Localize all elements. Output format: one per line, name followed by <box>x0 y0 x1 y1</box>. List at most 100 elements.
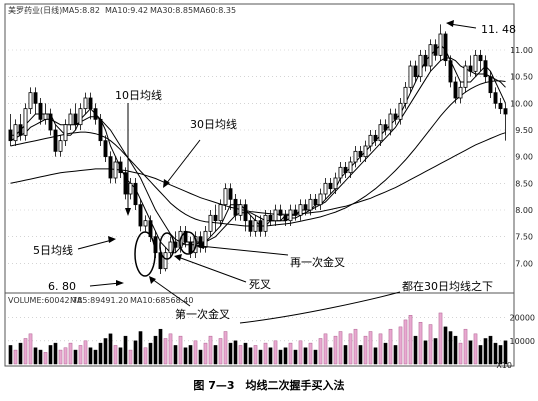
candle-body <box>393 113 398 120</box>
price-tick-label: 11.00 <box>510 46 533 55</box>
volume-bar <box>433 338 438 365</box>
annotation-dead-cross: 死叉 <box>249 278 271 291</box>
volume-bar <box>468 340 473 365</box>
volume-bars <box>8 312 508 365</box>
volume-bar <box>183 347 188 365</box>
candle-body <box>98 118 103 142</box>
volume-bar <box>163 338 168 365</box>
candle-body <box>78 108 83 126</box>
candle-body <box>208 214 213 232</box>
candle-body <box>343 166 348 174</box>
price-tick-label: 10.50 <box>510 73 533 82</box>
volume-bar <box>463 328 468 365</box>
arrowhead-dead-cross <box>174 254 182 261</box>
volume-ma10-legend: MA10:68568.40 <box>130 296 193 305</box>
annotation-ma10: 10日均线 <box>115 88 162 102</box>
ma30-legend: MA30:8.85 <box>150 6 193 15</box>
dead-cross-circle <box>159 232 175 260</box>
volume-bar <box>313 349 318 365</box>
candle-body <box>243 204 248 222</box>
volume-bar <box>288 342 293 365</box>
candle-body <box>38 102 43 120</box>
candle-body <box>53 129 58 152</box>
candle-body <box>8 129 13 142</box>
volume-bar <box>318 338 323 365</box>
volume-bar <box>228 342 233 365</box>
volume-bar <box>388 328 393 365</box>
candle-body <box>258 220 263 232</box>
candle-body <box>263 214 268 232</box>
candle-body <box>123 172 128 195</box>
candle-body <box>203 230 208 248</box>
volume-bar <box>193 340 198 365</box>
curve-below-ma30 <box>239 291 401 324</box>
candle-body <box>498 102 503 110</box>
volume-tick-label: 10000 <box>510 337 535 346</box>
candle-body <box>348 161 353 174</box>
candle-body <box>253 220 258 232</box>
annotation-second-cross: 再一次金叉 <box>290 255 345 269</box>
volume-bar <box>78 345 83 365</box>
volume-bar <box>323 333 328 365</box>
annotation-high-price: 11. 48 <box>481 23 516 36</box>
candle-body <box>288 209 293 222</box>
price-axis: 11.00 10.50 10.00 9.50 9.00 8.50 8.00 7.50 7.00 <box>510 46 533 268</box>
candle-body <box>478 54 483 62</box>
candle-body <box>308 198 313 211</box>
candle-body <box>68 113 73 126</box>
volume-bar <box>28 333 33 365</box>
candle-body <box>233 198 238 216</box>
candle-body <box>88 97 93 110</box>
volume-bar <box>263 342 268 365</box>
candle-body <box>423 54 428 67</box>
volume-unit-label: X10 <box>496 361 512 370</box>
arrowhead-low <box>116 280 124 286</box>
volume-bar <box>173 345 178 365</box>
candle-body <box>28 92 33 110</box>
chart-frame <box>4 3 515 367</box>
price-tick-label: 7.50 <box>515 233 533 242</box>
annotation-first-cross: 第一次金叉 <box>175 307 230 321</box>
moving-average-lines <box>10 43 506 254</box>
candle-body <box>493 92 498 104</box>
volume-bar <box>238 345 243 365</box>
candle-body <box>48 113 53 131</box>
candle-body <box>373 134 378 142</box>
candle-body <box>23 108 28 136</box>
candle-body <box>433 44 438 56</box>
candle-body <box>293 209 298 216</box>
volume-bar <box>203 342 208 365</box>
volume-bar <box>23 338 28 365</box>
volume-bar <box>368 331 373 365</box>
ma5-legend: MA5:8.82 <box>62 6 100 15</box>
volume-bar <box>503 340 508 365</box>
ma10-line <box>10 57 506 246</box>
candle-body <box>353 150 358 163</box>
arrowhead-ma30 <box>163 179 170 188</box>
second-golden-cross-circle <box>179 231 197 255</box>
ma60-line <box>10 132 506 215</box>
volume-bar <box>303 347 308 365</box>
volume-bar <box>258 349 263 365</box>
volume-bar <box>43 352 48 365</box>
candle-body <box>43 113 48 120</box>
volume-bar <box>278 349 283 365</box>
volume-bar <box>233 340 238 365</box>
volume-bar <box>248 347 253 365</box>
candle-body <box>483 60 488 78</box>
volume-bar <box>333 335 338 365</box>
volume-bar <box>73 349 78 365</box>
volume-bar <box>103 338 108 365</box>
arrowhead-first-cross <box>149 276 156 284</box>
first-golden-cross-circle <box>134 231 156 277</box>
volume-legend: VOLUME:60042.78 <box>8 296 82 305</box>
volume-bar <box>198 349 203 365</box>
candle-body <box>238 204 243 216</box>
volume-bar <box>83 340 88 365</box>
volume-bar <box>143 347 148 365</box>
volume-bar <box>488 335 493 365</box>
arrowhead-ma10 <box>125 208 131 216</box>
volume-bar <box>243 342 248 365</box>
candle-body <box>268 214 273 222</box>
